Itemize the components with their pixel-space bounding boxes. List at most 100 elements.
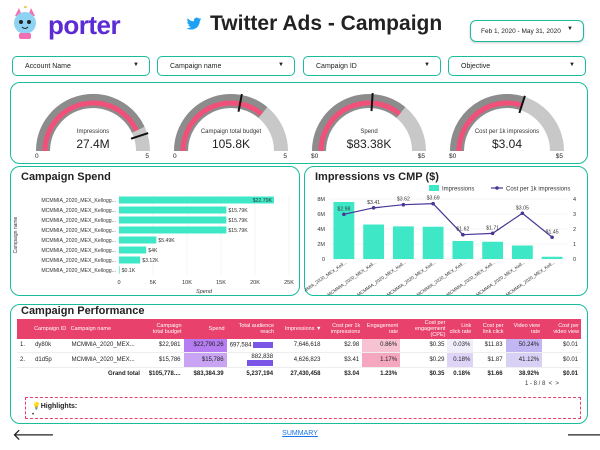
cpm-point	[401, 202, 406, 207]
col-header[interactable]: Cost per 1k impressions	[323, 319, 363, 340]
section-title: Campaign Performance	[21, 305, 145, 317]
table-row[interactable]: 1. dy80k MCMMIA_2020_MEX... $22,981 $22,…	[17, 339, 581, 353]
gauge-arc	[450, 94, 564, 152]
cpm-point	[461, 232, 465, 237]
kpi-panel: Impressions 27.4M 0 5 Campaign total bud…	[10, 82, 588, 164]
header: porter Twitter Ads - Campaign Feb 1, 202…	[0, 0, 600, 48]
impressions-bar	[392, 226, 414, 259]
pager-prev-icon[interactable]: <	[546, 381, 553, 387]
campaign-spend-panel: Campaign Spend 0 5K 10K 15K 20K 25K MCMMIA_202…	[10, 166, 300, 296]
table-cell: $0.01	[562, 371, 578, 378]
table-cell: $0.29	[400, 352, 448, 369]
cpm-point	[550, 235, 554, 240]
cpm-point	[431, 201, 435, 206]
table-cell-highlight: 41.12%	[505, 352, 543, 369]
category-label: MCMMIA_2020_MEX_Kellogg...	[41, 258, 116, 264]
highlights-bullet: •	[32, 412, 35, 418]
twitter-bird-icon	[186, 17, 202, 30]
cpm-data-label: $3.41	[367, 200, 380, 206]
table-cell: 5,237,194	[246, 371, 274, 378]
y-tick-label-right: 0	[573, 257, 576, 263]
col-header[interactable]: Impressions ▼	[276, 319, 324, 340]
gauge-fill	[456, 100, 523, 152]
chevron-down-icon: ▼	[424, 62, 430, 68]
col-header[interactable]: Engagement rate	[362, 319, 401, 340]
chart-title: Campaign Spend	[21, 171, 111, 183]
table-cell: dy80k	[32, 339, 69, 353]
prev-page-arrow-icon[interactable]: 🡐	[12, 427, 55, 444]
gauge-impressions: Impressions 27.4M 0 5	[33, 87, 153, 163]
y-tick-label-right: 2	[573, 227, 576, 233]
filter-campaign-id[interactable]: Campaign ID ▼	[303, 56, 441, 76]
gauge-value: 27.4M	[76, 137, 110, 151]
gauge-arc	[174, 93, 288, 152]
table-cell: $2.98	[323, 339, 363, 353]
data-label: $4K	[148, 248, 158, 254]
filter-label: Objective	[461, 62, 491, 70]
data-label: $3.12K	[142, 258, 159, 264]
gauge-fill	[180, 100, 264, 152]
reach-bar	[247, 359, 274, 366]
gauge-label: Impressions	[76, 129, 110, 135]
x-tick-label: 10K	[182, 280, 192, 286]
category-label: MCMMIA_2020_MEX_Kellogg...	[41, 268, 116, 274]
filter-account-name[interactable]: Account Name ▼	[12, 56, 150, 76]
table-pager[interactable]: 1 - 8 / 8 < >	[525, 381, 559, 387]
highlights-box[interactable]: 💡Highlights: •	[25, 397, 581, 419]
table-cell: $0.01	[542, 339, 581, 353]
x-axis-label: Spend	[196, 289, 213, 295]
logo-text: porter	[48, 10, 121, 40]
table-cell-highlight: 0.18%	[447, 352, 474, 369]
x-tick-label: 20K	[250, 280, 260, 286]
col-header[interactable]: Video view rate	[505, 319, 543, 340]
x-tick-label: MCMMIA_2020_MEX_Kell...	[305, 260, 347, 295]
filter-objective[interactable]: Objective ▼	[448, 56, 586, 76]
filter-campaign-name[interactable]: Campaign name ▼	[157, 56, 295, 76]
gauge-spend: Spend $83.38K $0 $5	[309, 87, 429, 163]
impressions-bar	[452, 241, 474, 259]
gauge-max: $5	[417, 153, 425, 160]
col-header[interactable]: Cost per engagement (CPE)	[400, 319, 448, 340]
col-header[interactable]: Cost per link click	[473, 319, 506, 340]
pager-next-icon[interactable]: >	[553, 381, 559, 387]
next-page-arrow-icon[interactable]: 🡒	[566, 427, 600, 444]
table-cell: $22,981	[142, 339, 184, 353]
cpm-data-label: $1.71	[486, 225, 499, 231]
cpm-point	[490, 231, 495, 236]
data-label: $0.1K	[122, 268, 136, 274]
highlights-label: 💡Highlights:	[32, 403, 78, 410]
col-header[interactable]: Spend	[183, 319, 227, 340]
impressions-bar	[363, 224, 385, 259]
table-row[interactable]: 2. d1d5p MCMMIA_2020_MEX... $15,786 $15,…	[17, 352, 581, 369]
spend-bar	[119, 246, 147, 254]
category-label: MCMMIA_2020_MEX_Kellogg...	[41, 198, 116, 204]
cpm-data-label: $2.98	[337, 206, 350, 212]
table-cell-highlight: 0.86%	[362, 339, 401, 353]
table-cell: 27,430,458	[290, 371, 321, 378]
table-cell-highlight: 1.17%	[362, 352, 401, 369]
cpm-data-label: $1.62	[456, 227, 469, 233]
porter-logo[interactable]: porter	[8, 2, 121, 42]
col-header[interactable]: Campaign name	[68, 319, 143, 340]
gauge-needle	[237, 93, 243, 112]
gauge-value: $83.38K	[346, 137, 392, 151]
table-header-row: Campaign ID Campaign name Campaign total…	[17, 319, 581, 340]
data-label: $15.79K	[228, 218, 248, 224]
filter-label: Campaign name	[170, 62, 222, 70]
col-header[interactable]: Link click rate	[447, 319, 474, 340]
col-header[interactable]: Cost per video view	[542, 319, 581, 340]
summary-link[interactable]: SUMMARY	[282, 430, 318, 437]
y-tick-label-left: 4M	[317, 227, 325, 233]
table-cell-bar: 882,838	[226, 352, 277, 369]
date-range-picker[interactable]: Feb 1, 2020 - May 31, 2020 ▼	[470, 20, 584, 42]
table-cell: $3.04	[344, 371, 360, 378]
page-title: Twitter Ads - Campaign	[186, 12, 442, 36]
col-header[interactable]: Total audience reach	[226, 319, 277, 340]
category-label: MCMMIA_2020_MEX_Kellogg...	[41, 248, 116, 254]
filter-label: Campaign ID	[316, 62, 357, 70]
x-tick-label: MCMMIA_2020_MEX_Kell...	[505, 260, 556, 295]
col-header[interactable]: Campaign total budget	[142, 319, 184, 340]
y-axis-label: Campaign name	[13, 216, 19, 253]
col-header[interactable]: Campaign ID	[32, 319, 69, 340]
spend-bar	[119, 196, 274, 204]
